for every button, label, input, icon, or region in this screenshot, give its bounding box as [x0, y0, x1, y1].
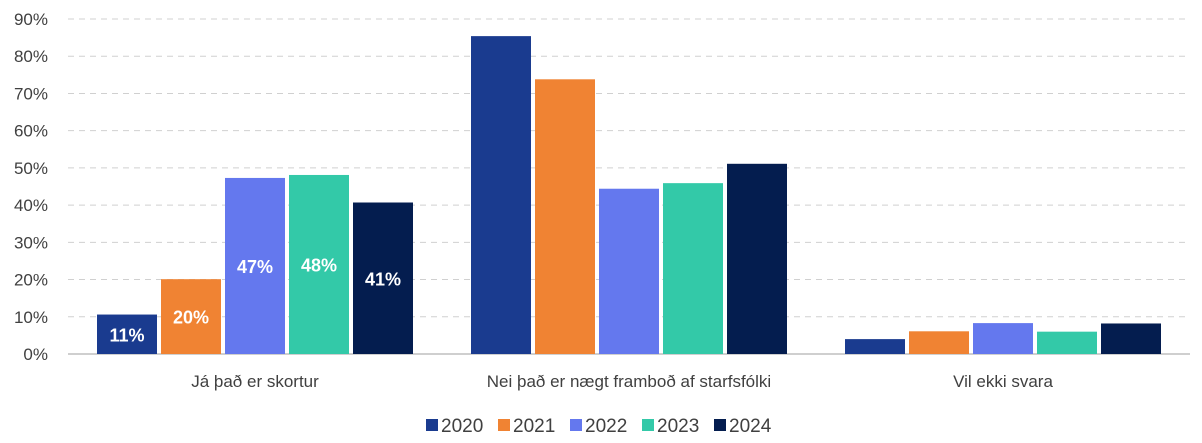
x-category-label: Nei það er nægt framboð af starfsfólki [487, 372, 771, 391]
legend-label-2021: 2021 [513, 416, 555, 437]
x-category-label: Vil ekki svara [953, 372, 1053, 391]
legend-swatch-2021 [498, 419, 510, 431]
legend-label-2024: 2024 [729, 416, 772, 437]
legend-label-2020: 2020 [441, 416, 483, 437]
bar-2020-1 [97, 314, 157, 354]
y-tick-label: 80% [14, 47, 48, 66]
legend-swatch-2024 [714, 419, 726, 431]
bar-2022-3 [973, 323, 1033, 354]
bar-2020-3 [845, 339, 905, 354]
legend-label-2022: 2022 [585, 416, 627, 437]
bar-2024-1 [353, 202, 413, 354]
data-label: 41% [365, 269, 401, 289]
y-tick-label: 50% [14, 159, 48, 178]
y-tick-label: 20% [14, 271, 48, 290]
y-tick-label: 90% [14, 10, 48, 29]
data-label: 20% [173, 308, 209, 328]
bar-2023-1 [289, 174, 349, 354]
data-label: 48% [301, 255, 337, 275]
bar-2021-2 [535, 79, 595, 355]
y-tick-label: 0% [23, 345, 48, 364]
bar-2023-3 [1037, 331, 1097, 354]
y-tick-label: 10% [14, 308, 48, 327]
y-tick-label: 40% [14, 196, 48, 215]
bar-2020-2 [471, 36, 531, 354]
bar-2024-3 [1101, 323, 1161, 354]
data-label: 47% [237, 257, 273, 277]
legend-swatch-2022 [570, 419, 582, 431]
bar-2021-3 [909, 331, 969, 354]
bar-2021-1 [161, 279, 221, 354]
x-category-label: Já það er skortur [191, 372, 319, 391]
bar-2022-1 [225, 177, 285, 354]
legend-label-2023: 2023 [657, 416, 699, 437]
bar-2022-2 [599, 188, 659, 354]
bar-2023-2 [663, 183, 723, 354]
y-tick-label: 30% [14, 233, 48, 252]
y-tick-label: 70% [14, 84, 48, 103]
data-label: 11% [109, 325, 144, 345]
bar-2024-2 [727, 163, 787, 354]
legend-swatch-2023 [642, 419, 654, 431]
y-tick-label: 60% [14, 122, 48, 141]
legend-swatch-2020 [426, 419, 438, 431]
